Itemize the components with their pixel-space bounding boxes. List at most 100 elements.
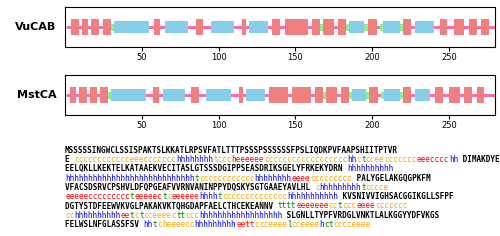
- Text: hhhhhhhhhh: hhhhhhhhhh: [74, 211, 120, 220]
- Text: ccccccc: ccccccc: [384, 155, 416, 164]
- Bar: [382, 92, 384, 99]
- Bar: [476, 87, 484, 103]
- Bar: [242, 19, 246, 35]
- Text: t: t: [139, 211, 143, 220]
- Text: eeeeeee: eeeeeee: [296, 202, 328, 211]
- Bar: [323, 19, 334, 35]
- Text: cccccccccccccc: cccccccccccccc: [222, 192, 287, 201]
- Bar: [211, 21, 234, 33]
- Bar: [79, 87, 86, 103]
- Bar: [111, 24, 114, 31]
- Bar: [310, 94, 316, 97]
- Bar: [312, 19, 320, 35]
- Bar: [90, 87, 97, 103]
- Bar: [185, 94, 191, 97]
- Text: tccc: tccc: [213, 155, 232, 164]
- Text: DIMAKDYEQAI: DIMAKDYEQAI: [458, 155, 500, 164]
- Bar: [284, 19, 308, 35]
- Bar: [152, 87, 158, 103]
- Bar: [334, 25, 338, 29]
- Bar: [111, 89, 146, 101]
- Bar: [326, 87, 337, 103]
- Bar: [476, 25, 481, 29]
- Bar: [165, 21, 188, 33]
- Bar: [246, 25, 250, 29]
- Text: DGTYSTDFEEWVKVGLPAKAKVKTQHGDAPFAELCTHCEKEANNV: DGTYSTDFEEWVKVGLPAKAKVKTQHGDAPFAELCTHCEK…: [65, 202, 278, 211]
- Bar: [76, 94, 79, 97]
- Text: t: t: [130, 211, 134, 220]
- Text: tt: tt: [176, 211, 185, 220]
- Text: t: t: [130, 192, 134, 201]
- Bar: [234, 25, 241, 29]
- Text: c: c: [324, 220, 328, 229]
- Text: t: t: [361, 183, 366, 192]
- Bar: [154, 19, 160, 35]
- Bar: [88, 25, 91, 29]
- Bar: [158, 94, 164, 97]
- Text: hhhhhhhhhh: hhhhhhhhhh: [347, 164, 394, 173]
- Text: t: t: [218, 192, 222, 201]
- Text: t: t: [153, 220, 158, 229]
- Text: SLGNLLTYPFVRDGLVNKTLALKGGYYDFVKGS: SLGNLLTYPFVRDGLVNKTLALKGGYYDFVKGS: [282, 211, 440, 220]
- Text: eeecccc: eeecccc: [416, 155, 449, 164]
- Text: c: c: [134, 211, 139, 220]
- Text: cccccccccccccccccc: cccccccccccccccccc: [264, 155, 347, 164]
- Bar: [435, 87, 443, 103]
- Text: h: h: [320, 220, 324, 229]
- Bar: [160, 25, 165, 29]
- Bar: [104, 19, 111, 35]
- Bar: [150, 25, 154, 29]
- Bar: [198, 94, 206, 97]
- Bar: [66, 94, 70, 97]
- Bar: [349, 92, 352, 99]
- Text: ccc: ccc: [185, 211, 199, 220]
- Bar: [66, 25, 71, 29]
- Bar: [272, 19, 280, 35]
- Bar: [472, 94, 476, 97]
- Text: hhhhhhhhhhhhhhhhhhhhhhhhhhhh: hhhhhhhhhhhhhhhhhhhhhhhhhhhh: [65, 174, 194, 183]
- Text: cccccccccccc: cccccccccccc: [199, 174, 254, 183]
- Bar: [288, 94, 292, 97]
- Text: cceeee: cceeee: [259, 220, 287, 229]
- Bar: [280, 25, 284, 29]
- Text: eeeeee: eeeeee: [172, 192, 199, 201]
- Bar: [264, 94, 269, 97]
- Bar: [403, 87, 410, 103]
- Bar: [323, 92, 326, 99]
- Bar: [188, 25, 196, 29]
- Text: t: t: [162, 192, 167, 201]
- Text: c: c: [254, 220, 259, 229]
- Bar: [366, 92, 369, 99]
- Bar: [292, 87, 310, 103]
- Text: hh: hh: [347, 155, 356, 164]
- Bar: [440, 19, 448, 35]
- Text: E: E: [65, 155, 74, 164]
- Text: hhhhhhhhh: hhhhhhhhh: [194, 220, 236, 229]
- Bar: [146, 94, 152, 97]
- Bar: [454, 19, 464, 35]
- Text: hhhhhhhhh: hhhhhhhhh: [320, 183, 361, 192]
- Bar: [164, 89, 185, 101]
- Bar: [316, 87, 323, 103]
- Bar: [269, 87, 287, 103]
- Bar: [338, 19, 346, 35]
- Bar: [114, 21, 150, 33]
- Bar: [320, 24, 323, 31]
- Text: eett: eett: [236, 220, 255, 229]
- Bar: [489, 25, 495, 29]
- Text: c: c: [356, 155, 361, 164]
- Text: cceeee: cceeee: [292, 220, 320, 229]
- Bar: [79, 25, 82, 29]
- Y-axis label: VuCAB: VuCAB: [15, 22, 56, 32]
- Bar: [448, 25, 454, 29]
- Text: ccccccccc: ccccccccc: [310, 174, 352, 183]
- Text: t: t: [361, 155, 366, 164]
- Text: ccee: ccee: [366, 155, 384, 164]
- Bar: [481, 19, 489, 35]
- Bar: [100, 87, 108, 103]
- Text: eeee: eeee: [356, 202, 375, 211]
- Text: PALYGELAKGQGPKFM: PALYGELAKGQGPKFM: [352, 174, 430, 183]
- Bar: [243, 94, 246, 97]
- Text: FELWSLNFGLASSFSV: FELWSLNFGLASSFSV: [65, 220, 144, 229]
- Text: VFACSDSRVCPSHVLDFQPGEAFVVRNVANINPPYDQSKYSGTGAAEYAVLHL: VFACSDSRVCPSHVLDFQPGEAFVVRNVANINPPYDQSKY…: [65, 183, 315, 192]
